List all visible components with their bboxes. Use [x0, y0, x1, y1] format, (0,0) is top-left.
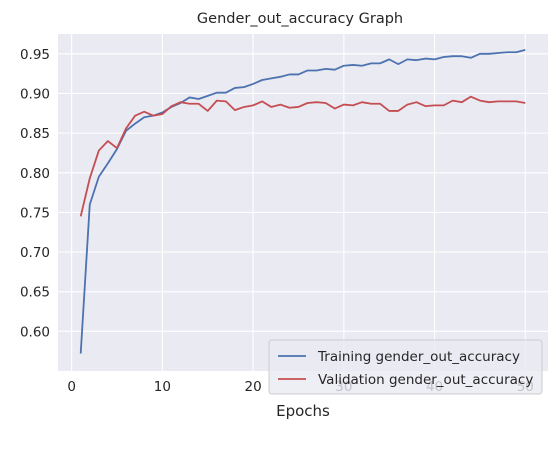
y-tick-label: 0.65: [20, 285, 50, 301]
x-axis-label: Epochs: [276, 402, 330, 420]
series-lines: [79, 48, 526, 354]
legend-box: [268, 339, 543, 395]
grid-lines: [58, 34, 548, 371]
legend: Training gender_out_accuracy Validation …: [268, 339, 543, 395]
series-line-validation: [79, 95, 526, 217]
y-tick-label: 0.75: [20, 205, 50, 221]
plot-area: [58, 34, 548, 371]
legend-label-training: Training gender_out_accuracy: [317, 349, 520, 365]
y-tick-label: 0.95: [20, 47, 50, 63]
y-tick-label: 0.60: [20, 324, 50, 340]
x-tick-label: 10: [154, 379, 171, 395]
chart-title: Gender_out_accuracy Graph: [197, 11, 403, 27]
legend-label-validation: Validation gender_out_accuracy: [318, 372, 533, 388]
x-tick-label: 0: [67, 379, 76, 395]
y-tick-label: 0.70: [20, 245, 50, 261]
y-tick-label: 0.85: [20, 126, 50, 142]
y-tick-label: 0.90: [20, 86, 50, 102]
x-tick-label: 20: [244, 379, 261, 395]
y-tick-label: 0.80: [20, 166, 50, 182]
